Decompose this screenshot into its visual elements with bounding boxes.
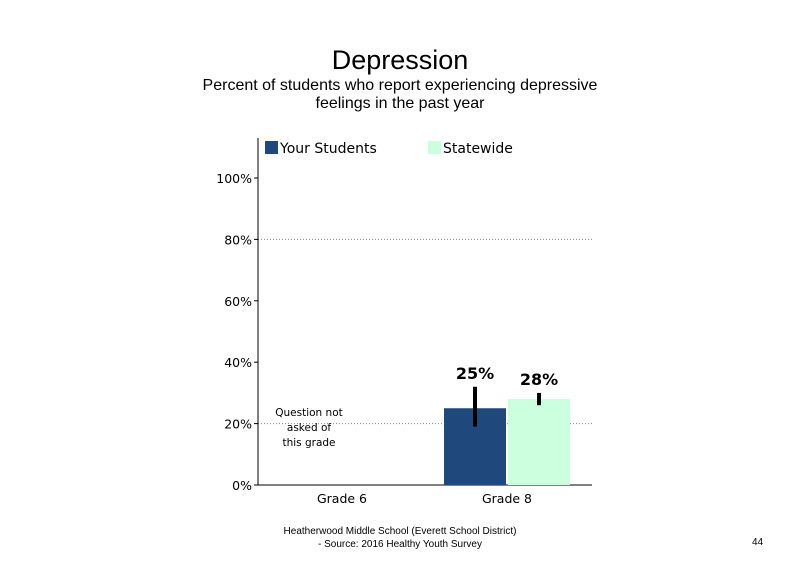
annotation-question-not-asked: Question not (275, 407, 343, 419)
footer-source: - Source: 2016 Healthy Youth Survey (318, 539, 482, 550)
bar-statewide (508, 399, 570, 485)
legend-label: Statewide (443, 141, 513, 157)
data-label: 28% (520, 370, 558, 389)
legend-label: Your Students (279, 141, 377, 157)
data-label: 25% (456, 364, 494, 383)
legend-swatch (428, 141, 441, 154)
footer-school: Heatherwood Middle School (Everett Schoo… (283, 526, 517, 537)
footer: Heatherwood Middle School (Everett Schoo… (220, 525, 580, 551)
x-tick-label: Grade 8 (482, 491, 532, 506)
chart-title: Depression (331, 45, 469, 75)
y-tick-label: 100% (216, 171, 252, 186)
chart-subtitle: Percent of students who report experienc… (202, 77, 598, 112)
annotation-question-not-asked: this grade (282, 437, 335, 449)
annotation-question-not-asked: asked of (287, 422, 331, 434)
y-tick-label: 20% (224, 417, 252, 432)
y-tick-label: 0% (232, 478, 252, 493)
y-tick-label: 40% (224, 355, 252, 370)
y-tick-label: 60% (224, 294, 252, 309)
x-tick-label: Grade 6 (317, 491, 367, 506)
y-tick-label: 80% (224, 232, 252, 247)
page-number: 44 (752, 537, 764, 548)
legend-swatch (265, 141, 278, 154)
